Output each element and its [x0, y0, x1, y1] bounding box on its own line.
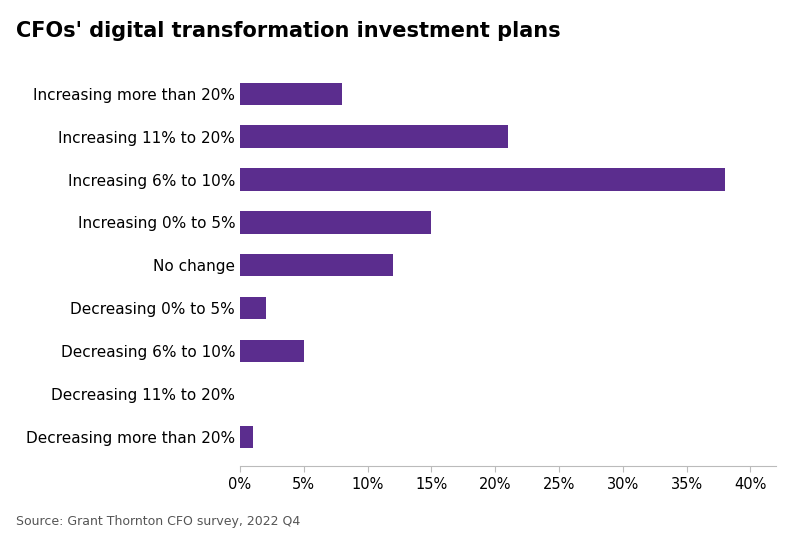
Text: Source: Grant Thornton CFO survey, 2022 Q4: Source: Grant Thornton CFO survey, 2022 … [16, 515, 300, 528]
Bar [240, 168, 725, 191]
Bar [240, 83, 342, 105]
Text: CFOs' digital transformation investment plans: CFOs' digital transformation investment … [16, 21, 561, 41]
Bar [240, 254, 393, 277]
Bar [240, 211, 431, 234]
Bar [240, 125, 508, 148]
Bar [240, 426, 253, 448]
Bar [240, 297, 266, 319]
Bar [240, 340, 304, 362]
